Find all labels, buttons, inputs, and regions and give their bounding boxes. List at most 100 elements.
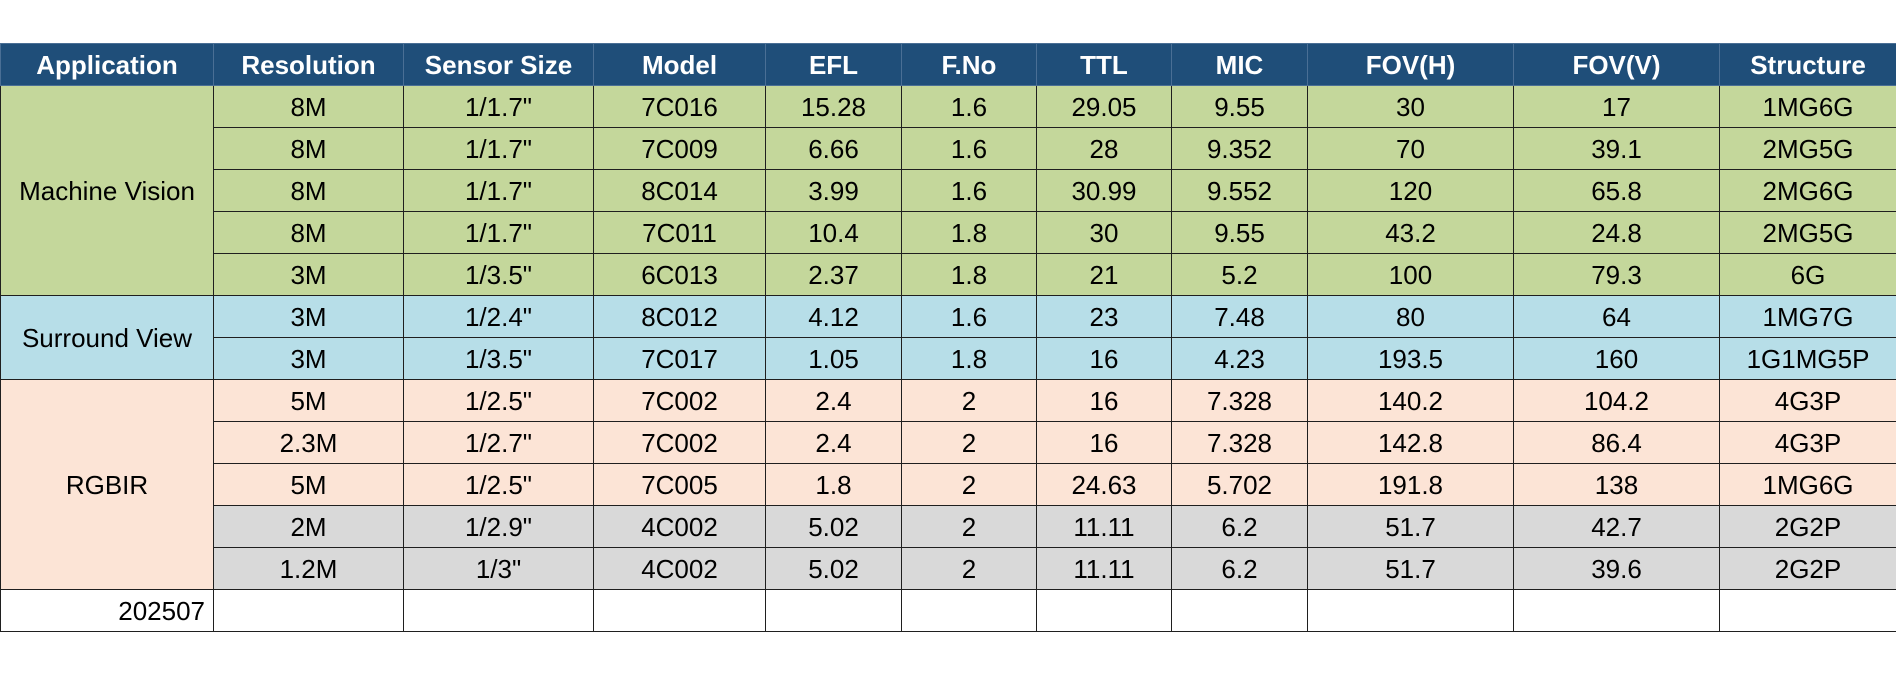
- header-sensor-size: Sensor Size: [403, 43, 594, 86]
- cell-structure: 1MG7G: [1719, 295, 1896, 338]
- cell-resolution: 3M: [213, 337, 404, 380]
- cell-mic: 5.2: [1171, 253, 1308, 296]
- empty-cell: [593, 589, 766, 632]
- cell-fov-v: 24.8: [1513, 211, 1720, 254]
- cell-efl: 3.99: [765, 169, 902, 212]
- cell-fov-v: 39.6: [1513, 547, 1720, 590]
- cell-structure: 2MG5G: [1719, 127, 1896, 170]
- cell-efl: 4.12: [765, 295, 902, 338]
- cell-fov-h: 51.7: [1307, 547, 1514, 590]
- table-row: 8M 1/1.7" 8C014 3.99 1.6 30.99 9.552 120…: [0, 169, 1896, 212]
- cell-fov-h: 43.2: [1307, 211, 1514, 254]
- cell-structure: 4G3P: [1719, 421, 1896, 464]
- cell-fov-v: 64: [1513, 295, 1720, 338]
- cell-fno: 1.6: [901, 127, 1037, 170]
- cell-model: 7C009: [593, 127, 766, 170]
- cell-mic: 9.55: [1171, 211, 1308, 254]
- header-row: Application Resolution Sensor Size Model…: [0, 43, 1896, 86]
- cell-sensor-size: 1/3": [403, 547, 594, 590]
- cell-efl: 2.4: [765, 379, 902, 422]
- cell-structure: 6G: [1719, 253, 1896, 296]
- cell-fov-v: 17: [1513, 85, 1720, 128]
- cell-efl: 6.66: [765, 127, 902, 170]
- cell-sensor-size: 1/2.5": [403, 379, 594, 422]
- empty-cell: [1171, 589, 1308, 632]
- cell-model: 7C016: [593, 85, 766, 128]
- cell-ttl: 30.99: [1036, 169, 1172, 212]
- cell-fov-v: 42.7: [1513, 505, 1720, 548]
- cell-structure: 2G2P: [1719, 547, 1896, 590]
- cell-model: 7C002: [593, 379, 766, 422]
- cell-model: 4C002: [593, 547, 766, 590]
- cell-ttl: 30: [1036, 211, 1172, 254]
- cell-ttl: 16: [1036, 379, 1172, 422]
- cell-ttl: 28: [1036, 127, 1172, 170]
- footer-row: 202507: [0, 589, 1896, 632]
- cell-fno: 2: [901, 463, 1037, 506]
- cell-structure: 2MG5G: [1719, 211, 1896, 254]
- cell-resolution: 8M: [213, 85, 404, 128]
- cell-fov-v: 79.3: [1513, 253, 1720, 296]
- cell-ttl: 11.11: [1036, 547, 1172, 590]
- empty-cell: [213, 589, 404, 632]
- cell-ttl: 16: [1036, 421, 1172, 464]
- group-label-machine-vision: Machine Vision: [0, 85, 214, 296]
- table-row: 2.3M 1/2.7" 7C002 2.4 2 16 7.328 142.8 8…: [0, 421, 1896, 464]
- header-application: Application: [0, 43, 214, 86]
- cell-resolution: 8M: [213, 127, 404, 170]
- cell-model: 7C011: [593, 211, 766, 254]
- cell-fno: 1.6: [901, 295, 1037, 338]
- table-row: 3M 1/3.5" 7C017 1.05 1.8 16 4.23 193.5 1…: [0, 337, 1896, 380]
- cell-resolution: 3M: [213, 295, 404, 338]
- empty-cell: [1719, 589, 1896, 632]
- cell-fov-h: 120: [1307, 169, 1514, 212]
- cell-efl: 15.28: [765, 85, 902, 128]
- empty-cell: [1513, 589, 1720, 632]
- cell-resolution: 1.2M: [213, 547, 404, 590]
- empty-cell: [1036, 589, 1172, 632]
- cell-sensor-size: 1/2.4": [403, 295, 594, 338]
- header-fno: F.No: [901, 43, 1037, 86]
- cell-mic: 9.55: [1171, 85, 1308, 128]
- empty-cell: [765, 589, 902, 632]
- footer-date: 202507: [0, 589, 214, 632]
- cell-resolution: 8M: [213, 169, 404, 212]
- cell-mic: 5.702: [1171, 463, 1308, 506]
- cell-ttl: 16: [1036, 337, 1172, 380]
- cell-model: 8C012: [593, 295, 766, 338]
- cell-fov-v: 138: [1513, 463, 1720, 506]
- cell-mic: 7.48: [1171, 295, 1308, 338]
- cell-mic: 4.23: [1171, 337, 1308, 380]
- cell-ttl: 24.63: [1036, 463, 1172, 506]
- cell-fno: 1.8: [901, 211, 1037, 254]
- cell-model: 7C017: [593, 337, 766, 380]
- cell-fov-v: 160: [1513, 337, 1720, 380]
- cell-resolution: 3M: [213, 253, 404, 296]
- cell-fov-h: 193.5: [1307, 337, 1514, 380]
- header-fov-v: FOV(V): [1513, 43, 1720, 86]
- cell-sensor-size: 1/1.7": [403, 211, 594, 254]
- table-row: 3M 1/3.5" 6C013 2.37 1.8 21 5.2 100 79.3…: [0, 253, 1896, 296]
- cell-efl: 1.05: [765, 337, 902, 380]
- cell-sensor-size: 1/3.5": [403, 337, 594, 380]
- cell-resolution: 2M: [213, 505, 404, 548]
- cell-fno: 2: [901, 421, 1037, 464]
- cell-fov-v: 86.4: [1513, 421, 1720, 464]
- cell-resolution: 5M: [213, 379, 404, 422]
- cell-resolution: 8M: [213, 211, 404, 254]
- cell-structure: 1MG6G: [1719, 85, 1896, 128]
- table-row: Surround View 3M 1/2.4" 8C012 4.12 1.6 2…: [0, 295, 1896, 380]
- cell-ttl: 29.05: [1036, 85, 1172, 128]
- cell-efl: 5.02: [765, 505, 902, 548]
- cell-sensor-size: 1/2.5": [403, 463, 594, 506]
- table-row: 2M 1/2.9" 4C002 5.02 2 11.11 6.2 51.7 42…: [0, 505, 1896, 548]
- cell-fno: 1.8: [901, 253, 1037, 296]
- cell-ttl: 21: [1036, 253, 1172, 296]
- header-model: Model: [593, 43, 766, 86]
- cell-fov-h: 100: [1307, 253, 1514, 296]
- cell-mic: 7.328: [1171, 379, 1308, 422]
- cell-mic: 6.2: [1171, 547, 1308, 590]
- header-resolution: Resolution: [213, 43, 404, 86]
- cell-model: 4C002: [593, 505, 766, 548]
- table-row: 1.2M 1/3" 4C002 5.02 2 11.11 6.2 51.7 39…: [0, 547, 1896, 590]
